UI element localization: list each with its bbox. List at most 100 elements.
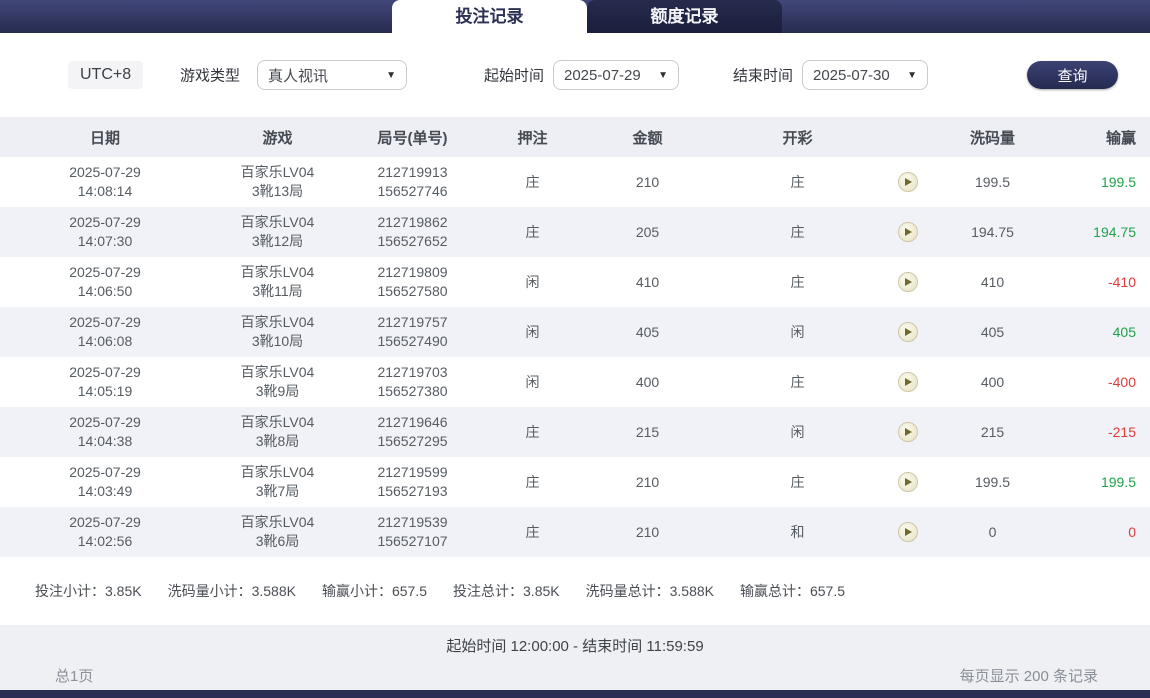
winloss-cell: -410 — [1107, 274, 1136, 290]
summary-item: 输赢总计：657.5 — [740, 581, 845, 601]
round-number-cell: 212719646 156527295 — [345, 413, 480, 451]
tab-bet-records[interactable]: 投注记录 — [392, 0, 587, 33]
summary-bar: 投注小计：3.85K 洗码量小计：3.588K 输赢小计：657.5 投注总计：… — [0, 557, 1150, 625]
per-page-info: 每页显示 200 条记录 — [959, 668, 1098, 685]
play-triangle — [905, 428, 912, 436]
round-id: 212719703 — [377, 364, 448, 380]
order-id: 156527746 — [377, 183, 448, 199]
date-text: 2025-07-29 — [69, 264, 141, 280]
result-cell: 和 — [790, 524, 805, 540]
replay-cell — [885, 172, 930, 192]
time-text: 14:04:38 — [77, 433, 133, 449]
amount-cell: 410 — [635, 274, 660, 290]
date-cell: 2025-07-29 14:05:19 — [0, 363, 210, 401]
replay-cell — [885, 522, 930, 542]
table-row: 2025-07-29 14:03:49 百家乐LV04 3靴7局 2127195… — [0, 457, 1150, 507]
round-id: 212719809 — [377, 264, 448, 280]
game-type-label: 游戏类型 — [180, 67, 241, 85]
time-text: 14:05:19 — [77, 383, 133, 399]
game-cell: 百家乐LV04 3靴12局 — [210, 213, 345, 251]
game-cell: 百家乐LV04 3靴9局 — [210, 363, 345, 401]
summary-label: 投注总计： — [453, 583, 524, 599]
table-header: 日期 游戏 局号(单号) 押注 金额 开彩 洗码量 输赢 — [0, 117, 1150, 157]
summary-value: 657.5 — [391, 583, 428, 599]
table-row: 2025-07-29 14:07:30 百家乐LV04 3靴12局 212719… — [0, 207, 1150, 257]
header-amount: 金额 — [632, 129, 663, 147]
bet-cell: 庄 — [525, 424, 540, 440]
tab-group: 投注记录 额度记录 — [392, 0, 782, 33]
rolling-cell: 410 — [980, 274, 1005, 290]
game-cell: 百家乐LV04 3靴13局 — [210, 163, 345, 201]
replay-cell — [885, 472, 930, 492]
table-row: 2025-07-29 14:08:14 百家乐LV04 3靴13局 212719… — [0, 157, 1150, 207]
date-cell: 2025-07-29 14:06:50 — [0, 263, 210, 301]
replay-cell — [885, 272, 930, 292]
round-text: 3靴9局 — [255, 383, 300, 399]
rolling-cell: 405 — [980, 324, 1005, 340]
order-id: 156527107 — [377, 533, 448, 549]
query-button[interactable]: 查询 — [1027, 61, 1118, 89]
amount-cell: 210 — [635, 524, 660, 540]
replay-cell — [885, 222, 930, 242]
result-cell: 庄 — [790, 224, 805, 240]
play-triangle — [905, 378, 912, 386]
play-icon[interactable] — [897, 472, 918, 492]
summary-item: 洗码量总计：3.588K — [586, 581, 714, 601]
play-icon[interactable] — [897, 172, 918, 192]
play-icon[interactable] — [897, 522, 918, 542]
play-triangle — [905, 228, 912, 236]
amount-cell: 210 — [635, 174, 660, 190]
date-cell: 2025-07-29 14:07:30 — [0, 213, 210, 251]
amount-cell: 210 — [635, 474, 660, 490]
round-text: 3靴12局 — [251, 233, 304, 249]
game-cell: 百家乐LV04 3靴6局 — [210, 513, 345, 551]
summary-value: 657.5 — [809, 583, 846, 599]
chevron-down-icon: ▼ — [386, 69, 396, 81]
play-triangle — [905, 478, 912, 486]
time-text: 14:03:49 — [77, 483, 133, 499]
tab-quota-records[interactable]: 额度记录 — [587, 0, 782, 33]
date-text: 2025-07-29 — [69, 514, 141, 530]
timezone-label: UTC+8 — [68, 61, 144, 89]
round-number-cell: 212719539 156527107 — [345, 513, 480, 551]
start-date-select[interactable]: 2025-07-29 ▼ — [553, 60, 679, 90]
game-name: 百家乐LV04 — [240, 314, 315, 330]
round-id: 212719862 — [377, 214, 448, 230]
rolling-cell: 400 — [980, 374, 1005, 390]
summary-label: 洗码量总计： — [585, 583, 670, 599]
play-icon[interactable] — [897, 372, 918, 392]
play-triangle — [905, 178, 912, 186]
round-id: 212719646 — [377, 414, 448, 430]
date-text: 2025-07-29 — [69, 164, 141, 180]
play-triangle — [905, 278, 912, 286]
round-number-cell: 212719809 156527580 — [345, 263, 480, 301]
game-name: 百家乐LV04 — [240, 414, 315, 430]
period-text: 起始时间 12:00:00 - 结束时间 11:59:59 — [446, 638, 704, 655]
bet-cell: 闲 — [525, 374, 540, 390]
order-id: 156527490 — [377, 333, 448, 349]
summary-label: 输赢小计： — [321, 583, 392, 599]
game-type-select[interactable]: 真人视讯 ▼ — [257, 60, 407, 90]
table-row: 2025-07-29 14:05:19 百家乐LV04 3靴9局 2127197… — [0, 357, 1150, 407]
round-number-cell: 212719703 156527380 — [345, 363, 480, 401]
amount-cell: 405 — [635, 324, 660, 340]
rolling-cell: 199.5 — [974, 174, 1011, 190]
replay-cell — [885, 372, 930, 392]
play-icon[interactable] — [897, 422, 918, 442]
bet-cell: 庄 — [525, 224, 540, 240]
amount-cell: 205 — [635, 224, 660, 240]
play-icon[interactable] — [897, 222, 918, 242]
round-id: 212719757 — [377, 314, 448, 330]
date-cell: 2025-07-29 14:03:49 — [0, 463, 210, 501]
top-bar: 投注记录 额度记录 — [0, 0, 1150, 33]
play-icon[interactable] — [897, 272, 918, 292]
date-text: 2025-07-29 — [69, 314, 141, 330]
total-pages: 总1页 — [55, 668, 94, 685]
header-winloss: 输赢 — [1105, 129, 1136, 147]
header-round-number: 局号(单号) — [377, 129, 448, 147]
end-date-select[interactable]: 2025-07-30 ▼ — [802, 60, 928, 90]
game-type-value: 真人视讯 — [268, 67, 329, 85]
play-icon[interactable] — [897, 322, 918, 342]
table-row: 2025-07-29 14:04:38 百家乐LV04 3靴8局 2127196… — [0, 407, 1150, 457]
date-cell: 2025-07-29 14:06:08 — [0, 313, 210, 351]
